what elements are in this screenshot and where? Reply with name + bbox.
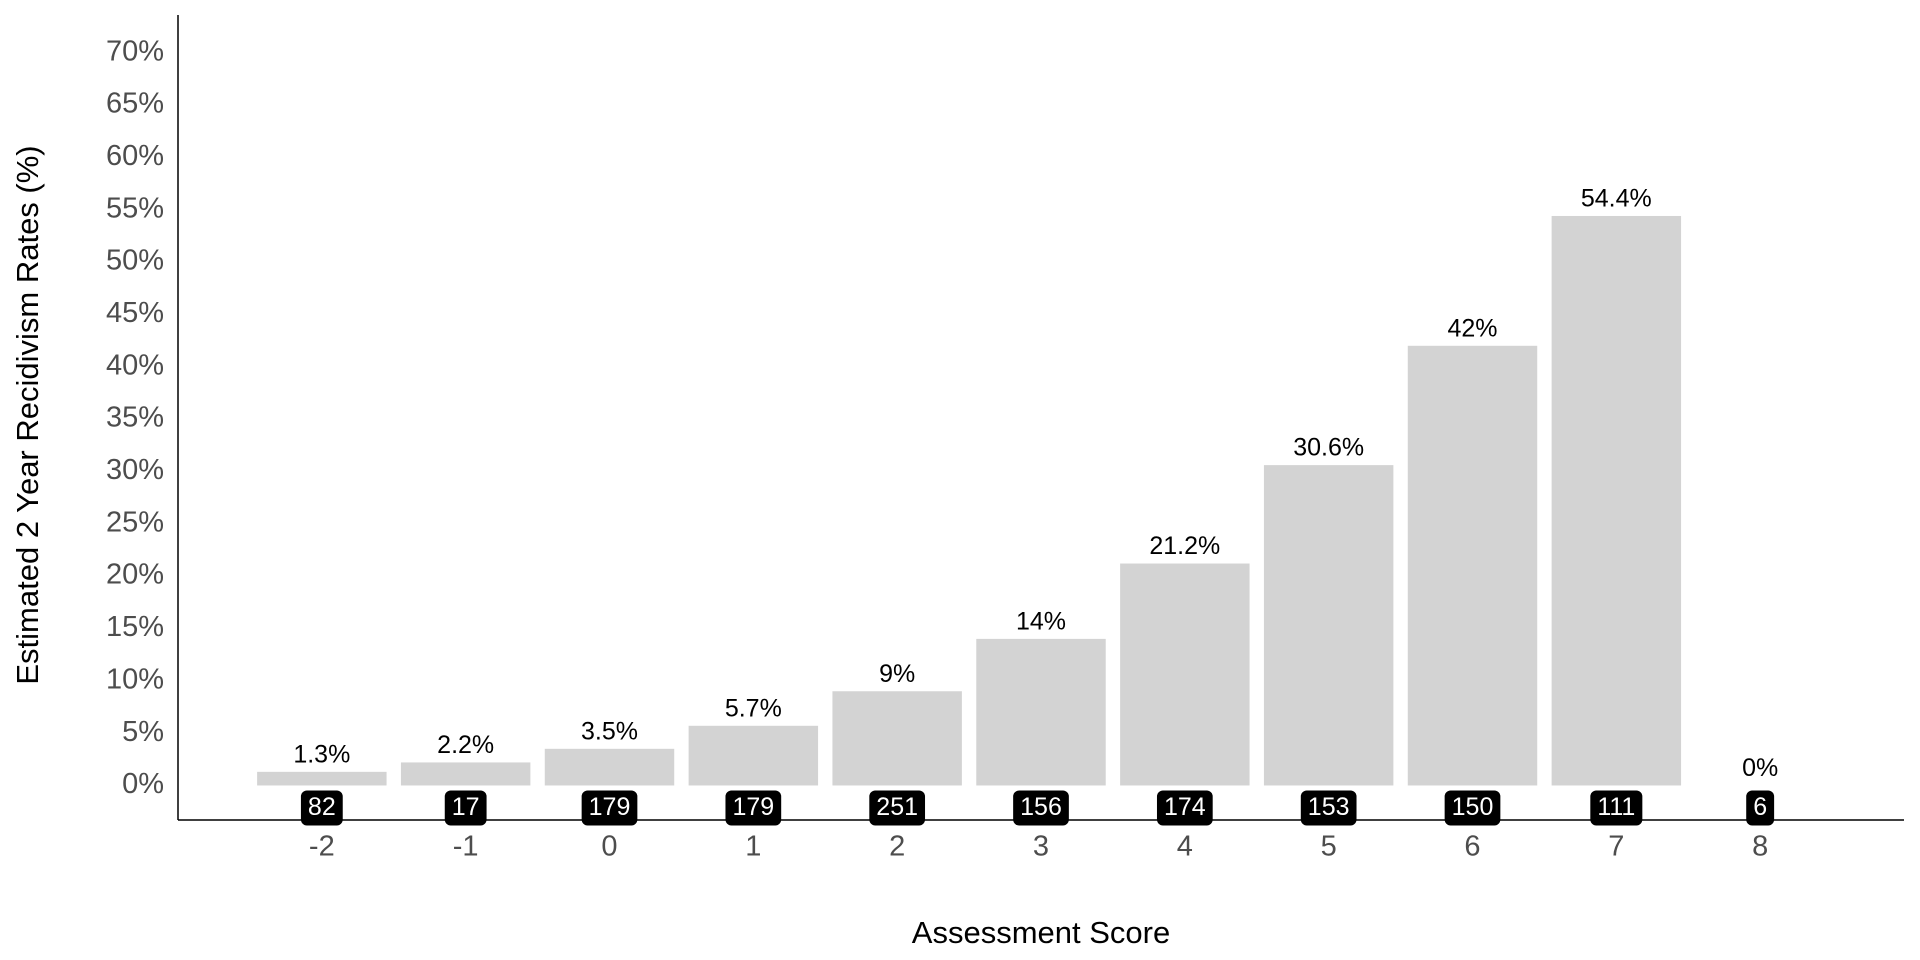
y-tick-label: 35% bbox=[106, 402, 164, 434]
x-tick-label: 1 bbox=[745, 831, 761, 863]
count-badge bbox=[869, 790, 926, 826]
count-badge bbox=[581, 790, 638, 826]
x-tick-label: -1 bbox=[453, 831, 479, 863]
y-tick-label: 10% bbox=[106, 663, 164, 695]
y-tick-label: 40% bbox=[106, 349, 164, 381]
y-tick-label: 30% bbox=[106, 454, 164, 486]
bar bbox=[1407, 345, 1538, 786]
y-tick-label: 0% bbox=[122, 768, 164, 800]
count-label: 156 bbox=[1020, 793, 1062, 821]
count-badge bbox=[300, 790, 343, 826]
bar bbox=[544, 748, 675, 786]
bar bbox=[400, 762, 531, 786]
y-tick-label: 45% bbox=[106, 297, 164, 329]
x-tick-label: 0 bbox=[601, 831, 617, 863]
y-tick-label: 25% bbox=[106, 506, 164, 538]
count-badge bbox=[1156, 790, 1213, 826]
value-label: 9% bbox=[879, 660, 915, 688]
value-label: 21.2% bbox=[1149, 532, 1220, 560]
x-tick-label: 2 bbox=[889, 831, 905, 863]
bar bbox=[688, 725, 819, 786]
count-label: 150 bbox=[1452, 793, 1494, 821]
x-tick-label: 8 bbox=[1752, 831, 1768, 863]
value-label: 0% bbox=[1742, 754, 1778, 782]
value-label: 3.5% bbox=[581, 717, 638, 745]
count-label: 82 bbox=[308, 793, 336, 821]
x-tick-label: 6 bbox=[1464, 831, 1480, 863]
value-label: 2.2% bbox=[437, 731, 494, 759]
count-badge bbox=[725, 790, 782, 826]
count-badge bbox=[1300, 790, 1357, 826]
y-tick-label: 60% bbox=[106, 140, 164, 172]
y-axis-title: Estimated 2 Year Recidivism Rates (%) bbox=[10, 145, 45, 684]
y-tick-label: 15% bbox=[106, 611, 164, 643]
bar bbox=[976, 638, 1106, 786]
y-tick-label: 70% bbox=[106, 35, 164, 67]
value-label: 30.6% bbox=[1293, 434, 1364, 462]
x-tick-label: 5 bbox=[1321, 831, 1337, 863]
x-tick-label: 3 bbox=[1033, 831, 1049, 863]
x-tick-label: 4 bbox=[1177, 831, 1193, 863]
value-label: 14% bbox=[1016, 608, 1066, 636]
count-label: 17 bbox=[452, 793, 480, 821]
count-label: 174 bbox=[1164, 793, 1206, 821]
y-tick-label: 20% bbox=[106, 559, 164, 591]
count-label: 153 bbox=[1308, 793, 1350, 821]
count-label: 111 bbox=[1597, 793, 1635, 821]
count-label: 251 bbox=[876, 793, 918, 821]
value-label: 42% bbox=[1447, 314, 1497, 342]
bar bbox=[1263, 465, 1394, 786]
count-label: 179 bbox=[732, 793, 774, 821]
bar bbox=[257, 771, 387, 786]
x-tick-label: 7 bbox=[1608, 831, 1624, 863]
y-tick-label: 5% bbox=[122, 716, 164, 748]
bar bbox=[1120, 563, 1250, 786]
count-label: 6 bbox=[1753, 793, 1767, 821]
x-tick-label: -2 bbox=[309, 831, 335, 863]
y-tick-label: 55% bbox=[106, 192, 164, 224]
value-label: 5.7% bbox=[725, 694, 782, 722]
y-tick-label: 65% bbox=[106, 88, 164, 120]
y-tick-label: 50% bbox=[106, 245, 164, 277]
count-label: 179 bbox=[589, 793, 631, 821]
count-badge bbox=[1444, 790, 1501, 826]
bar bbox=[1551, 215, 1682, 786]
count-badge bbox=[1746, 790, 1775, 826]
count-badge bbox=[444, 790, 487, 826]
value-label: 54.4% bbox=[1581, 185, 1652, 213]
bar bbox=[832, 691, 962, 786]
count-badge bbox=[1590, 790, 1643, 826]
x-axis-title: Assessment Score bbox=[912, 915, 1170, 950]
count-badge bbox=[1013, 790, 1069, 826]
value-label: 1.3% bbox=[293, 740, 350, 768]
